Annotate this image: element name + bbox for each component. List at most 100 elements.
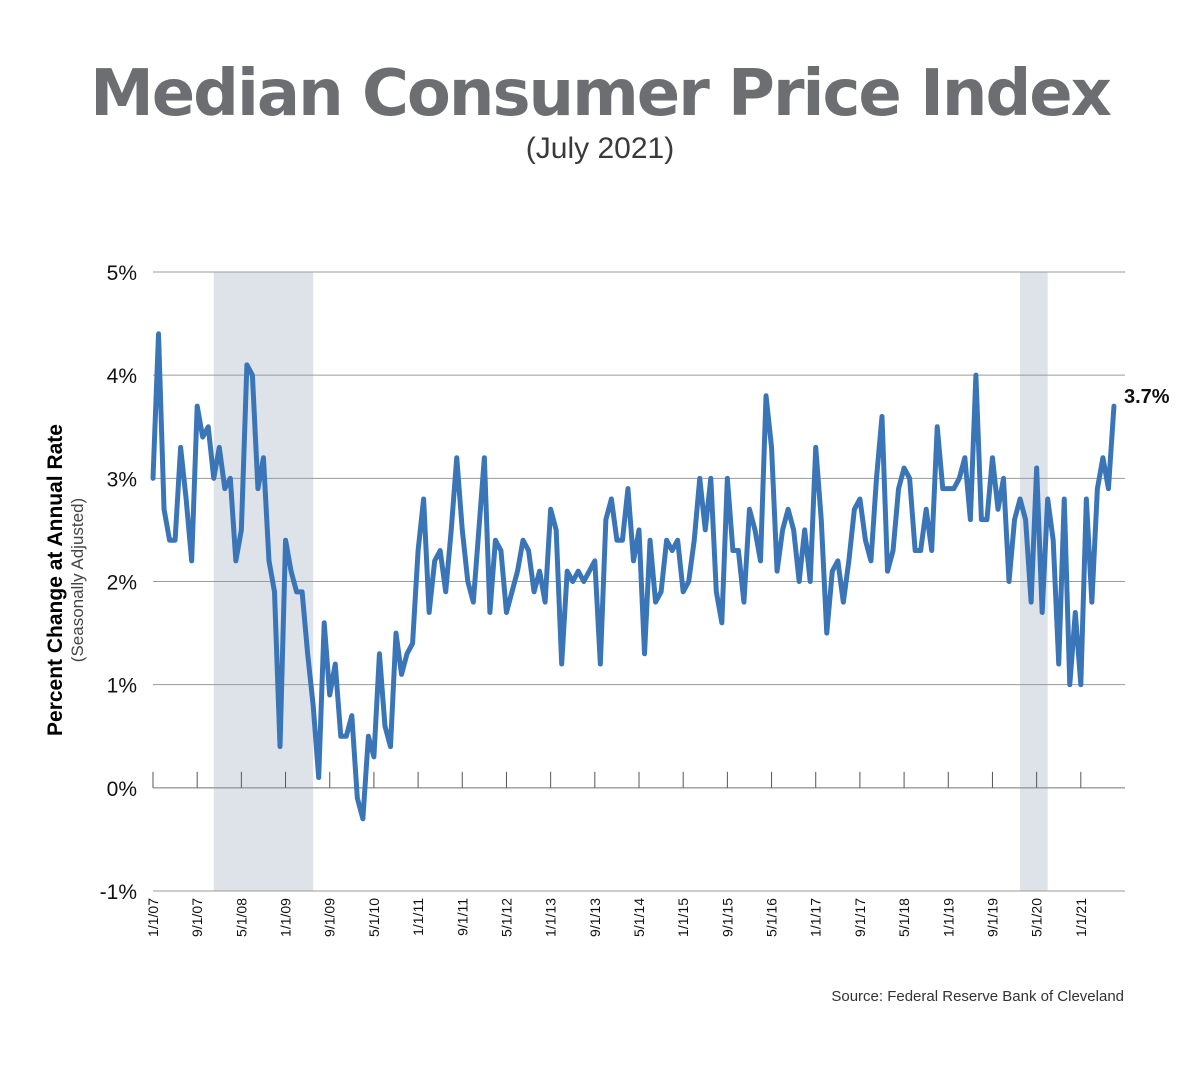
- data-point: [246, 364, 248, 366]
- data-point: [284, 539, 287, 541]
- data-point: [726, 477, 728, 479]
- data-point: [456, 457, 458, 459]
- data-point: [445, 591, 447, 593]
- data-point: [1052, 539, 1054, 541]
- data-point: [367, 735, 369, 737]
- data-point: [737, 549, 740, 552]
- data-point: [958, 477, 960, 479]
- data-point: [406, 653, 408, 655]
- data-point: [848, 560, 850, 562]
- data-point: [947, 488, 949, 490]
- data-point: [235, 560, 237, 562]
- data-point: [1091, 601, 1093, 603]
- data-point: [704, 529, 706, 531]
- data-point: [715, 591, 717, 593]
- data-point: [627, 488, 629, 490]
- y-tick-label: 0%: [107, 778, 137, 801]
- data-point: [1013, 519, 1016, 521]
- data-point: [826, 632, 828, 634]
- data-point: [870, 560, 872, 562]
- data-point: [886, 570, 889, 572]
- data-point: [953, 488, 955, 490]
- data-point: [909, 477, 911, 479]
- data-point: [157, 333, 160, 335]
- data-point: [268, 560, 270, 562]
- data-point: [925, 508, 927, 510]
- data-point: [522, 539, 524, 541]
- data-point: [307, 653, 309, 655]
- data-point: [1047, 498, 1049, 500]
- data-point: [770, 446, 773, 448]
- data-point: [765, 395, 767, 397]
- data-point: [991, 457, 994, 459]
- series-layer: [150, 331, 1117, 822]
- data-point: [875, 477, 878, 479]
- data-point: [538, 570, 541, 572]
- data-point: [1096, 488, 1098, 490]
- x-tick-label: 5/1/20: [1029, 898, 1045, 937]
- data-point: [599, 663, 601, 665]
- data-point: [224, 488, 226, 490]
- data-point: [555, 529, 557, 531]
- data-point: [660, 591, 662, 593]
- data-point: [384, 725, 386, 727]
- data-point: [478, 529, 480, 531]
- x-tick-label: 5/1/10: [366, 898, 382, 937]
- data-point: [897, 488, 900, 490]
- data-point: [461, 529, 463, 531]
- data-point: [1063, 498, 1065, 500]
- data-point: [621, 539, 624, 541]
- y-tick-label: 3%: [107, 468, 137, 491]
- data-point: [279, 745, 281, 748]
- data-point: [202, 436, 204, 438]
- x-tick-label: 1/1/07: [145, 898, 161, 937]
- data-point: [301, 591, 303, 593]
- data-point: [682, 591, 684, 593]
- data-point: [986, 519, 988, 521]
- data-point: [572, 580, 574, 583]
- data-point: [677, 539, 679, 541]
- data-point: [494, 539, 497, 541]
- data-point: [434, 560, 436, 562]
- data-point: [776, 570, 778, 572]
- data-point: [864, 539, 867, 541]
- data-point: [439, 549, 441, 552]
- data-point: [428, 611, 430, 614]
- data-point: [594, 560, 596, 562]
- data-point: [804, 529, 806, 531]
- data-point: [329, 694, 331, 696]
- data-point: [781, 529, 784, 531]
- data-point: [853, 508, 855, 510]
- data-point: [759, 560, 762, 562]
- x-tick-label: 1/1/15: [675, 898, 691, 937]
- data-point: [450, 529, 452, 531]
- data-point: [423, 498, 425, 500]
- data-point: [561, 663, 563, 665]
- data-point: [732, 549, 734, 552]
- source-note: Source: Federal Reserve Bank of Clevelan…: [831, 988, 1124, 1005]
- data-point: [516, 570, 519, 572]
- data-point: [743, 601, 745, 603]
- data-point: [318, 776, 320, 779]
- end-value-label: 3.7%: [1124, 386, 1170, 408]
- page-title: Median Consumer Price Index: [90, 57, 1112, 131]
- data-point: [257, 488, 259, 490]
- data-point: [654, 601, 657, 603]
- data-point: [207, 426, 209, 428]
- data-point: [964, 457, 966, 459]
- x-tick-label: 5/1/18: [896, 898, 912, 937]
- data-point: [323, 622, 325, 624]
- data-point: [914, 549, 916, 552]
- data-point: [577, 570, 579, 572]
- data-point: [809, 580, 811, 583]
- data-point: [566, 570, 568, 572]
- data-point: [588, 570, 590, 572]
- data-point: [417, 549, 419, 552]
- data-point: [168, 539, 171, 541]
- data-point: [273, 591, 276, 593]
- data-point: [472, 601, 474, 603]
- data-point: [842, 601, 844, 603]
- x-tick-label: 1/1/11: [410, 898, 426, 936]
- data-point: [467, 580, 469, 583]
- x-tick-label: 9/1/15: [719, 898, 735, 937]
